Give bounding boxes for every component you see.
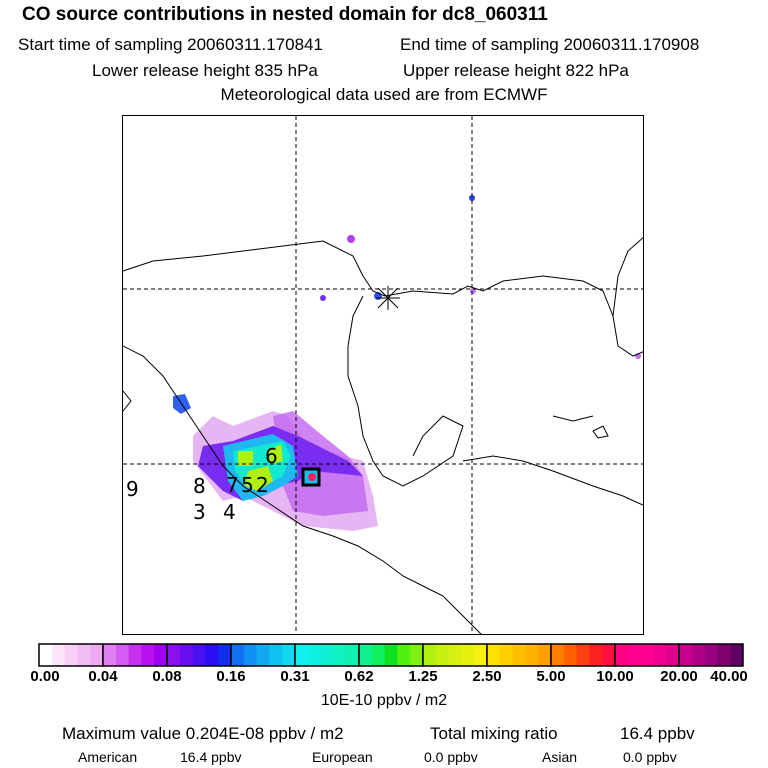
colorbar-cell	[602, 644, 616, 666]
colorbar-cell	[359, 644, 373, 666]
colorbar-cell	[653, 644, 667, 666]
colorbar-cell	[154, 644, 168, 666]
total-value: 16.4 ppbv	[620, 724, 695, 743]
colorbar-cell	[269, 644, 283, 666]
american-label: American	[78, 749, 138, 765]
colorbar-cell	[487, 644, 501, 666]
colorbar-tick-label: 0.08	[152, 668, 182, 685]
colorbar-tick-label: 20.00	[660, 668, 698, 685]
colorbar-tick-label: 2.50	[472, 668, 502, 685]
map-label: 8	[193, 474, 206, 498]
colorbar-cell	[103, 644, 117, 666]
colorbar-cell	[551, 644, 565, 666]
start-time: Start time of sampling 20060311.170841	[18, 35, 323, 54]
map-label: 5	[241, 473, 254, 497]
map-panel: 9 8 3 4 7 5 2 6	[122, 115, 644, 635]
colorbar-tick-label: 0.00	[30, 668, 60, 685]
map-label: 3	[193, 500, 206, 524]
lower-release-height: Lower release height 835 hPa	[92, 61, 318, 80]
colorbar-cell	[435, 644, 450, 666]
receptor-marker	[376, 286, 400, 310]
colorbar-cell	[679, 644, 693, 666]
colorbar-cell	[243, 644, 258, 666]
map-labels: 9 8 3 4 7 5 2 6	[126, 444, 278, 524]
colorbar-cell	[231, 644, 245, 666]
colorbar-cell	[167, 644, 181, 666]
colorbar-cell	[192, 644, 206, 666]
colorbar-tick-label: 5.00	[536, 668, 566, 685]
colorbar-cell	[538, 644, 552, 666]
colorbar-cell	[295, 644, 309, 666]
colorbar-cell	[77, 644, 91, 666]
colorbar-cell	[307, 644, 322, 666]
colorbar-cell	[179, 644, 194, 666]
colorbar-cell	[128, 644, 142, 666]
colorbar-cell	[448, 644, 462, 666]
colorbar-cell	[90, 644, 104, 666]
colorbar-segment	[678, 643, 744, 667]
european-value: 0.0 ppbv	[424, 749, 478, 765]
colorbar-unit: 10E-10 ppbv / m2	[320, 692, 448, 709]
colorbar-cell	[563, 644, 578, 666]
colorbar	[38, 643, 744, 667]
colorbar-cell	[576, 644, 590, 666]
colorbar-cell	[218, 644, 232, 666]
colorbar-tick-label: 1.25	[408, 668, 438, 685]
colorbar-cell	[640, 644, 654, 666]
colorbar-cell	[499, 644, 514, 666]
colorbar-cell	[730, 644, 744, 666]
map-label: 7	[226, 473, 239, 497]
colorbar-tick-label: 0.31	[280, 668, 310, 685]
asian-value: 0.0 ppbv	[623, 749, 677, 765]
colorbar-cell	[346, 644, 360, 666]
met-data-source: Meteorological data used are from ECMWF	[220, 85, 548, 104]
asian-label: Asian	[542, 749, 578, 765]
colorbar-cell	[39, 644, 53, 666]
colorbar-cell	[704, 644, 718, 666]
colorbar-cell	[717, 644, 731, 666]
colorbar-cell	[282, 644, 296, 666]
max-value: Maximum value 0.204E-08 ppbv / m2	[62, 724, 344, 743]
colorbar-cell	[397, 644, 411, 666]
map-label: 9	[126, 477, 139, 501]
colorbar-cell	[627, 644, 642, 666]
gridlines	[123, 116, 643, 634]
colorbar-cell	[666, 644, 680, 666]
colorbar-cell	[205, 644, 219, 666]
map-label: 2	[256, 473, 269, 497]
colorbar-cell	[384, 644, 398, 666]
colorbar-tick-label: 0.04	[88, 668, 118, 685]
colorbar-tick-label: 0.62	[344, 668, 374, 685]
colorbar-cell	[115, 644, 130, 666]
colorbar-tick-label: 10.00	[596, 668, 634, 685]
european-label: European	[312, 749, 373, 765]
colorbar-cell	[64, 644, 78, 666]
total-label: Total mixing ratio	[430, 724, 558, 743]
colorbar-cell	[512, 644, 526, 666]
upper-release-height: Upper release height 822 hPa	[403, 61, 629, 80]
colorbar-cell	[141, 644, 155, 666]
colorbar-cell	[51, 644, 66, 666]
colorbar-cell	[333, 644, 347, 666]
end-time: End time of sampling 20060311.170908	[400, 35, 700, 54]
colorbar-cell	[691, 644, 706, 666]
colorbar-cell	[410, 644, 424, 666]
colorbar-cell	[320, 644, 334, 666]
colorbar-cell	[371, 644, 386, 666]
colorbar-cell	[615, 644, 629, 666]
colorbar-tick-label: 0.16	[216, 668, 246, 685]
colorbar-tick-label: 40.00	[710, 668, 748, 685]
map-svg: 9 8 3 4 7 5 2 6	[123, 116, 643, 634]
colorbar-cell	[525, 644, 539, 666]
colorbar-cell	[256, 644, 270, 666]
map-label: 6	[265, 444, 278, 468]
colorbar-cell	[423, 644, 437, 666]
colorbar-cell	[474, 644, 488, 666]
colorbar-cell	[589, 644, 603, 666]
colorbar-cell	[461, 644, 475, 666]
chart-title: CO source contributions in nested domain…	[22, 4, 548, 25]
american-value: 16.4 ppbv	[180, 749, 242, 765]
map-label: 4	[223, 500, 236, 524]
